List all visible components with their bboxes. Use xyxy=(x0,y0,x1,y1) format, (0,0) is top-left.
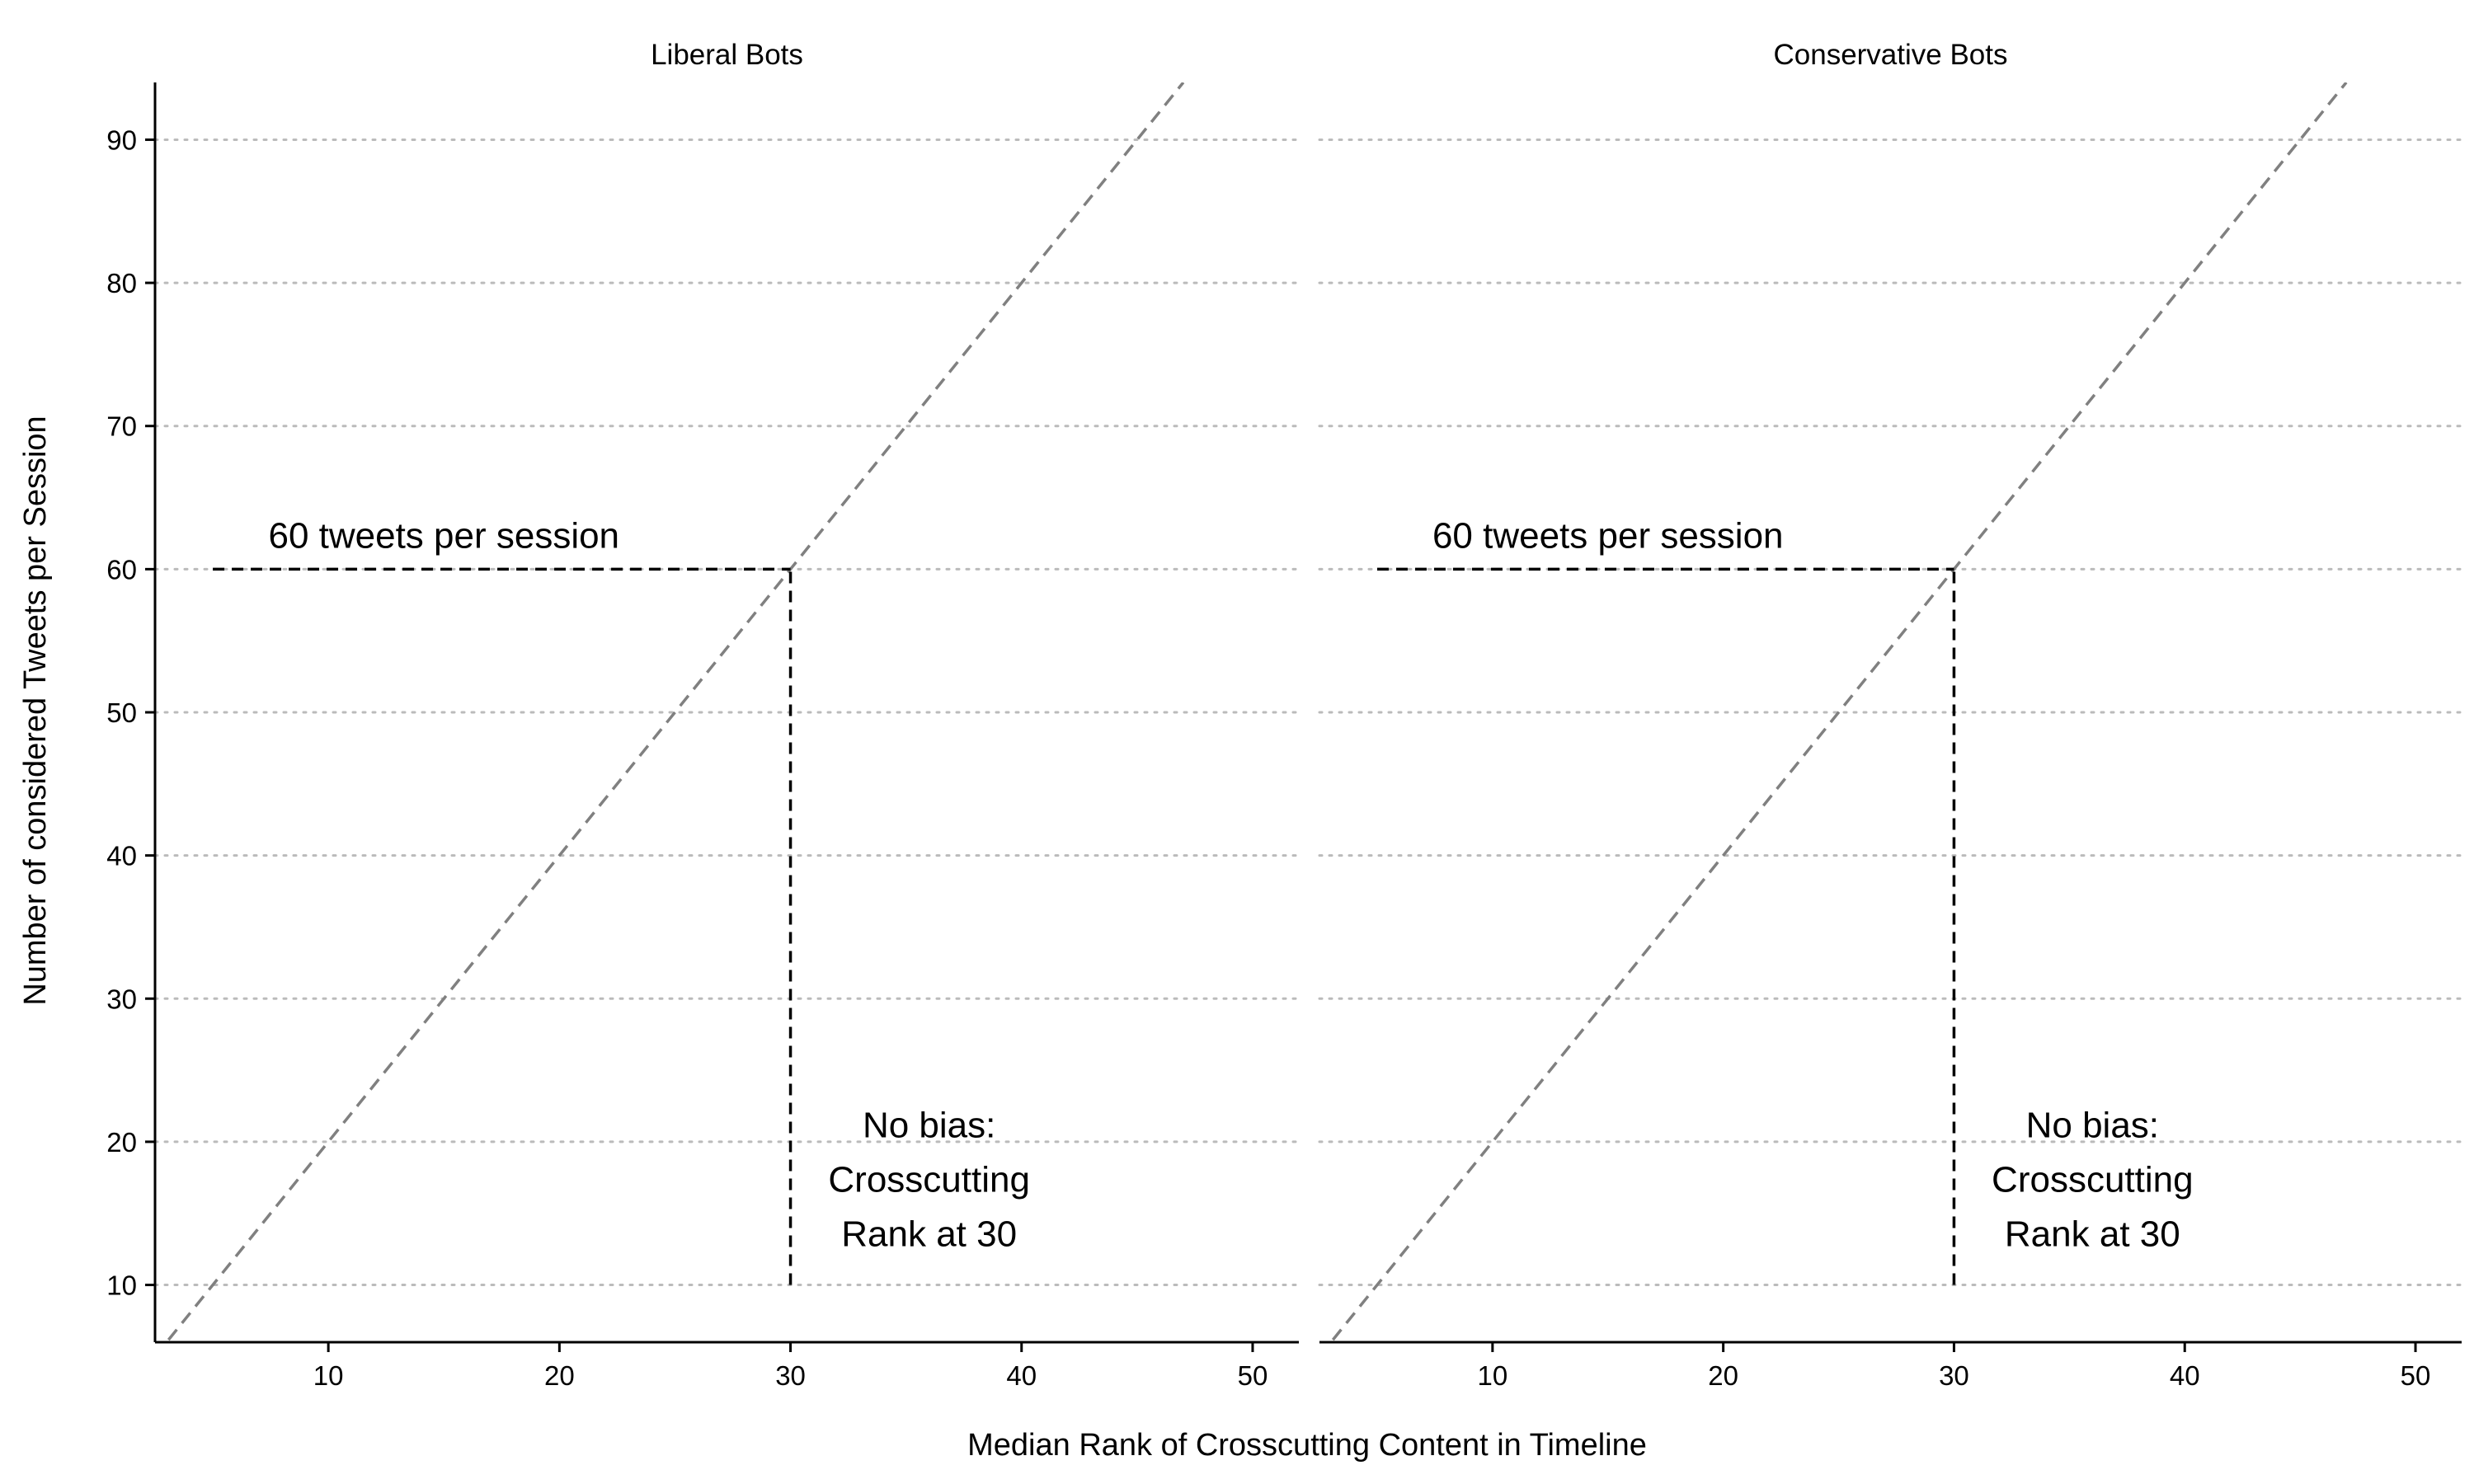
panel-title: Liberal Bots xyxy=(651,39,803,71)
x-tick-label-30: 30 xyxy=(1939,1360,1969,1391)
y-axis-title: Number of considered Tweets per Session xyxy=(18,416,53,1005)
panel-title: Conservative Bots xyxy=(1773,39,2007,71)
panels-layer: Liberal Bots 10 20 30 40 50 60 70 80 90 10 20 30 40 50… xyxy=(106,39,2463,1391)
y-tick-label-50: 50 xyxy=(106,697,137,728)
reference-line xyxy=(164,82,1185,1342)
x-axis-title: Median Rank of Crosscutting Content in T… xyxy=(967,1428,1647,1463)
annotation-line-2: Crosscutting xyxy=(828,1160,1030,1200)
x-tick-label-10: 10 xyxy=(1477,1360,1507,1391)
x-tick-label-30: 30 xyxy=(775,1360,806,1391)
y-tick-label-90: 90 xyxy=(106,124,137,155)
y-tick-label-80: 80 xyxy=(106,268,137,298)
guide-label: 60 tweets per session xyxy=(1432,515,1784,556)
y-tick-label-40: 40 xyxy=(106,841,137,871)
annotation-line-3: Rank at 30 xyxy=(841,1214,1017,1255)
no-bias-annotation: No bias: Crosscutting Rank at 30 xyxy=(828,1106,1030,1255)
x-tick-label-10: 10 xyxy=(313,1360,344,1391)
annotation-line-2: Crosscutting xyxy=(1992,1160,2194,1200)
panel-1: Liberal Bots 10 20 30 40 50 60 70 80 90 10 20 30 40 50… xyxy=(106,39,1300,1391)
x-tick-label-40: 40 xyxy=(2170,1360,2200,1391)
y-tick-label-30: 30 xyxy=(106,984,137,1014)
annotation-line-1: No bias: xyxy=(863,1106,995,1146)
x-tick-label-20: 20 xyxy=(544,1360,575,1391)
x-tick-label-50: 50 xyxy=(1238,1360,1268,1391)
y-tick-label-10: 10 xyxy=(106,1270,137,1301)
y-tick-label-60: 60 xyxy=(106,554,137,585)
x-tick-label-40: 40 xyxy=(1006,1360,1037,1391)
no-bias-annotation: No bias: Crosscutting Rank at 30 xyxy=(1992,1106,2194,1255)
annotation-line-1: No bias: xyxy=(2026,1106,2159,1146)
y-tick-label-20: 20 xyxy=(106,1127,137,1158)
y-tick-label-70: 70 xyxy=(106,411,137,442)
x-tick-label-50: 50 xyxy=(2401,1360,2431,1391)
x-tick-label-20: 20 xyxy=(1708,1360,1738,1391)
annotation-line-3: Rank at 30 xyxy=(2005,1214,2180,1255)
reference-line xyxy=(1329,82,2348,1342)
panel-2: Conservative Bots 10 20 30 40 50 60 tweets per… xyxy=(1318,39,2463,1391)
guide-label: 60 tweets per session xyxy=(268,515,619,556)
